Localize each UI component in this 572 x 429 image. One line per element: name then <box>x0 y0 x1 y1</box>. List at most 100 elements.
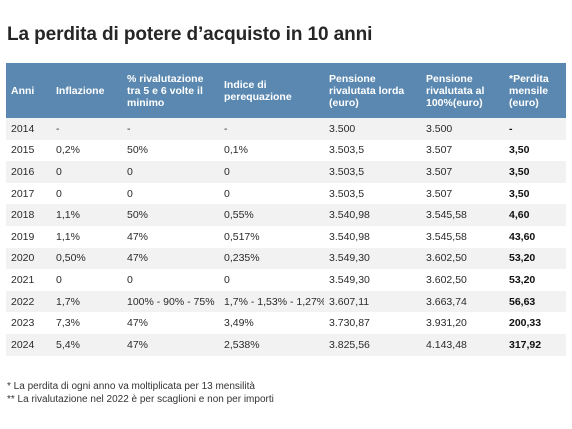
header-perequazione: Indice di perequazione <box>224 78 292 103</box>
table-row: 2021 0 0 0 3.549,30 3.602,50 53,20 <box>6 269 566 291</box>
cell-pensione-100: 3.602,50 <box>426 273 467 286</box>
cell-anno: 2015 <box>11 144 35 157</box>
cell-pensione-lorda: 3.503,5 <box>329 144 365 157</box>
cell-pensione-100: 3.663,74 <box>426 295 467 308</box>
cell-pensione-lorda: 3.730,87 <box>329 317 370 330</box>
cell-inflazione: 0 <box>56 165 62 178</box>
footnote-1: * La perdita di ogni anno va moltiplicat… <box>7 381 255 392</box>
cell-rivalutazione: 47% <box>127 338 149 351</box>
pension-table: Anni Inflazione % rivalutazione tra 5 e … <box>6 63 566 356</box>
table-row: 2019 1,1% 47% 0,517% 3.540,98 3.545,58 43,60 <box>6 225 566 248</box>
cell-rivalutazione: 47% <box>127 252 149 265</box>
cell-perequazione: 0 <box>224 273 230 286</box>
cell-perequazione: 0,517% <box>224 230 260 243</box>
table-row: 2016 0 0 0 3.503,5 3.507 3,50 <box>6 161 566 183</box>
table-row: 2024 5,4% 47% 2,538% 3.825,56 4.143,48 317,92 <box>6 333 566 356</box>
cell-pensione-lorda: 3.825,56 <box>329 338 370 351</box>
cell-perdita-mensile: 3,50 <box>509 165 530 178</box>
cell-inflazione: 0,50% <box>56 252 86 265</box>
cell-pensione-100: 3.507 <box>426 144 453 157</box>
cell-pensione-100: 3.545,58 <box>426 230 467 243</box>
cell-anno: 2014 <box>11 122 35 135</box>
cell-anno: 2022 <box>11 295 35 308</box>
footnotes: * La perdita di ogni anno va moltiplicat… <box>7 380 274 406</box>
cell-perdita-mensile: 3,50 <box>509 187 530 200</box>
cell-perdita-mensile: 56,63 <box>509 295 536 308</box>
cell-perdita-mensile: 3,50 <box>509 144 530 157</box>
cell-inflazione: 5,4% <box>56 338 80 351</box>
header-pensione-100: Pensione rivalutata al 100%(euro) <box>426 72 485 109</box>
cell-anno: 2020 <box>11 252 35 265</box>
cell-pensione-100: 3.602,50 <box>426 252 467 265</box>
cell-pensione-100: 3.507 <box>426 187 453 200</box>
cell-inflazione: 0 <box>56 273 62 286</box>
cell-anno: 2021 <box>11 273 35 286</box>
page-title: La perdita di potere d’acquisto in 10 an… <box>7 24 373 45</box>
cell-perequazione: 0 <box>224 187 230 200</box>
header-inflazione: Inflazione <box>56 84 105 97</box>
table-row: 2017 0 0 0 3.503,5 3.507 3,50 <box>6 182 566 205</box>
cell-anno: 2018 <box>11 209 35 222</box>
table-body: 2014 - - - 3.500 3.500 - 2015 0,2% 50% 0,1% 3.503,5… <box>6 118 566 356</box>
cell-rivalutazione: 50% <box>127 144 149 157</box>
table-row: 2015 0,2% 50% 0,1% 3.503,5 3.507 3,50 <box>6 139 566 162</box>
cell-pensione-lorda: 3.549,30 <box>329 252 370 265</box>
cell-pensione-lorda: 3.549,30 <box>329 273 370 286</box>
cell-perequazione: 1,7% - 1,53% - 1,27% <box>224 295 324 308</box>
cell-pensione-100: 3.545,58 <box>426 209 467 222</box>
cell-perequazione: 0,235% <box>224 252 260 265</box>
header-rivalutazione: % rivalutazione tra 5 e 6 volte il minim… <box>127 72 204 109</box>
table-row: 2022 1,7% 100% - 90% - 75% 1,7% - 1,53% - 1… <box>6 290 566 313</box>
cell-rivalutazione: - <box>127 122 131 135</box>
cell-pensione-100: 3.500 <box>426 122 453 135</box>
cell-inflazione: 1,7% <box>56 295 80 308</box>
cell-perequazione: 0 <box>224 165 230 178</box>
cell-pensione-lorda: 3.500 <box>329 122 356 135</box>
table-row: 2018 1,1% 50% 0,55% 3.540,98 3.545,58 4,60 <box>6 204 566 226</box>
table-row: 2014 - - - 3.500 3.500 - <box>6 118 566 140</box>
cell-perdita-mensile: 200,33 <box>509 317 542 330</box>
cell-perdita-mensile: 4,60 <box>509 209 530 222</box>
cell-anno: 2017 <box>11 187 35 200</box>
header-anni: Anni <box>11 84 35 97</box>
cell-inflazione: 0 <box>56 187 62 200</box>
table-row: 2020 0,50% 47% 0,235% 3.549,30 3.602,50 53,20 <box>6 247 566 270</box>
cell-pensione-lorda: 3.607,11 <box>329 295 370 308</box>
cell-perequazione: 0,55% <box>224 209 254 222</box>
cell-rivalutazione: 47% <box>127 317 149 330</box>
cell-anno: 2024 <box>11 338 35 351</box>
cell-pensione-lorda: 3.503,5 <box>329 187 365 200</box>
header-perdita-mensile: *Perdita mensile (euro) <box>509 72 549 109</box>
cell-pensione-lorda: 3.540,98 <box>329 209 370 222</box>
cell-rivalutazione: 50% <box>127 209 149 222</box>
cell-perdita-mensile: - <box>509 122 513 135</box>
cell-inflazione: - <box>56 122 60 135</box>
cell-inflazione: 1,1% <box>56 230 80 243</box>
table-header-row: Anni Inflazione % rivalutazione tra 5 e … <box>6 63 566 118</box>
cell-inflazione: 7,3% <box>56 317 80 330</box>
cell-pensione-100: 4.143,48 <box>426 338 467 351</box>
cell-perequazione: 3,49% <box>224 317 254 330</box>
cell-perdita-mensile: 53,20 <box>509 252 536 265</box>
footnote-2: ** La rivalutazione nel 2022 è per scagl… <box>7 394 274 405</box>
cell-rivalutazione: 47% <box>127 230 149 243</box>
cell-rivalutazione: 0 <box>127 273 133 286</box>
cell-pensione-100: 3.507 <box>426 165 453 178</box>
cell-perdita-mensile: 53,20 <box>509 273 536 286</box>
header-pensione-lorda: Pensione rivalutata lorda (euro) <box>329 72 405 109</box>
cell-pensione-lorda: 3.540,98 <box>329 230 370 243</box>
cell-perequazione: - <box>224 122 228 135</box>
table-row: 2023 7,3% 47% 3,49% 3.730,87 3.931,20 200,33 <box>6 312 566 334</box>
cell-rivalutazione: 100% - 90% - 75% <box>127 295 215 308</box>
cell-pensione-100: 3.931,20 <box>426 317 467 330</box>
cell-perdita-mensile: 317,92 <box>509 338 542 351</box>
cell-anno: 2023 <box>11 317 35 330</box>
cell-perequazione: 2,538% <box>224 338 260 351</box>
cell-perdita-mensile: 43,60 <box>509 230 536 243</box>
cell-perequazione: 0,1% <box>224 144 248 157</box>
cell-rivalutazione: 0 <box>127 165 133 178</box>
cell-pensione-lorda: 3.503,5 <box>329 165 365 178</box>
cell-rivalutazione: 0 <box>127 187 133 200</box>
cell-anno: 2019 <box>11 230 35 243</box>
cell-anno: 2016 <box>11 165 35 178</box>
